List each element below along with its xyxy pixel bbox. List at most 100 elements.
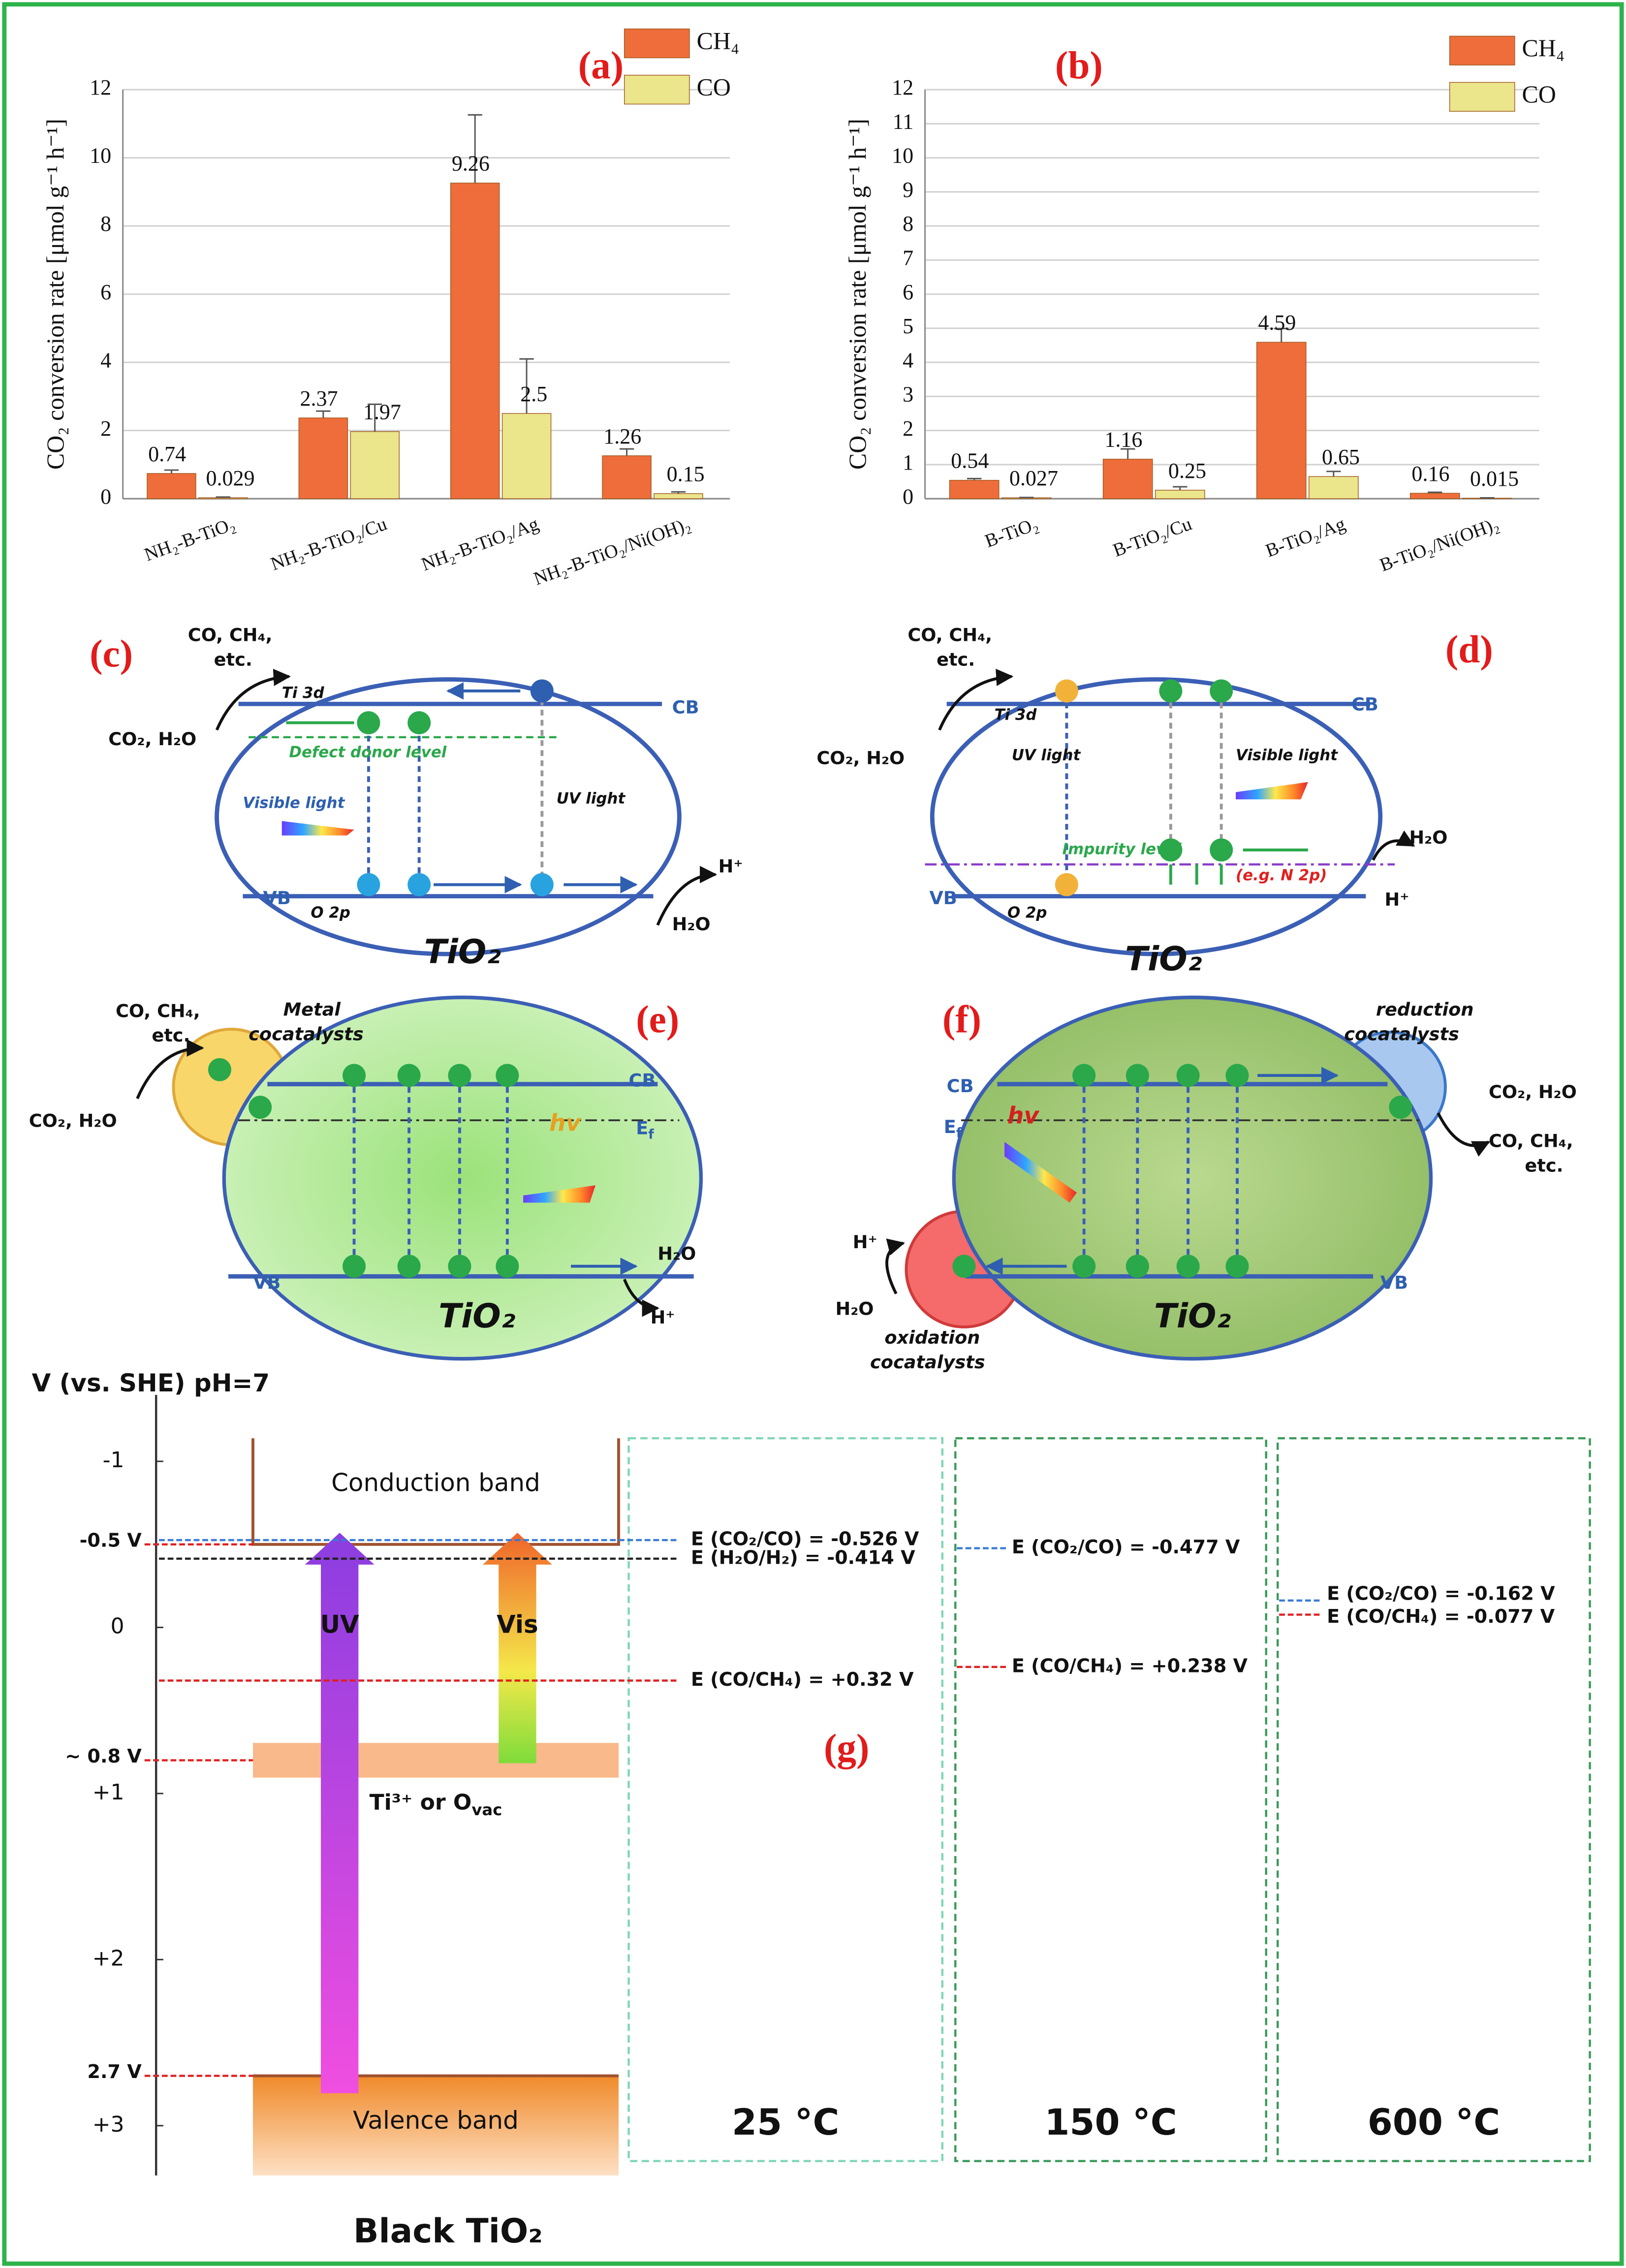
x-tick-label: NH₂-B-TiO₂/Ag [419,513,541,575]
vis-arrow-label: Vis [497,1610,538,1639]
shape [343,1064,366,1087]
label: CO₂, H₂O [108,728,196,750]
shape [352,1087,509,1260]
vis-arrow [482,1533,552,1764]
x-tick-label: NH₂-B-TiO₂/Cu [268,513,389,574]
potential-label: E (CO₂/CO) = -0.526 V [691,1529,919,1550]
shape [1055,679,1078,896]
label: TiO₂ [1125,940,1202,978]
label: TiO₂ [438,1296,516,1335]
label: hv [1007,1102,1039,1130]
y-axis-label: V (vs. SHE) pH=7 [32,1369,270,1397]
shape [397,1255,421,1278]
value-label: 0.015 [1470,467,1519,491]
shape [1159,838,1183,862]
x-tick-label: B-TiO₂/Cu [1110,513,1194,561]
panel-label: (g) [824,1727,869,1770]
legend-label: CO [1522,81,1556,108]
value-label: 0.54 [951,449,989,473]
shape [1082,1087,1239,1260]
label: TiO₂ [424,932,501,971]
value-label: 4.59 [1258,311,1296,335]
bar [450,183,500,499]
y-tick-label: 6 [903,280,913,304]
shape [357,711,431,734]
y-tick-label: 5 [903,314,913,338]
legend-label: CO [697,74,731,101]
band-label-sub: vac [471,1800,502,1819]
y-tick-label: 10 [90,144,111,168]
panel-label: (b) [1055,44,1103,87]
shape [1437,1112,1491,1157]
uv-arrow [305,1533,375,2093]
shape [1176,1255,1200,1278]
shape [1225,1255,1249,1278]
label: O 2p [1007,904,1047,922]
shape: Ef [636,1117,654,1142]
value-label: 0.029 [206,466,254,490]
shape [1225,1064,1249,1087]
label: CB [1351,694,1378,715]
bar [654,493,703,499]
x-tick-label: B-TiO₂/Ni(OH)₂ [1377,513,1501,575]
y-tick-label: -1 [103,1448,125,1473]
label: CO₂, H₂O [29,1110,117,1132]
shape [215,677,682,956]
material-label: Black TiO₂ [353,2211,543,2250]
value-label: 0.25 [1168,459,1206,483]
bar [350,431,400,499]
label: f [648,1127,654,1142]
shape [1072,1064,1096,1087]
value-label: 2.37 [300,386,338,410]
shape [496,1064,519,1087]
shape [448,1255,471,1278]
legend-swatch [1449,82,1515,112]
label: H⁺ [1385,889,1409,910]
label: hv [549,1109,581,1136]
label: Ti 3d [995,706,1037,724]
x-tick-label: NH₂-B-TiO₂ [142,513,238,565]
temperature-panel [954,1437,1267,2162]
y-tick-label: 3 [903,382,913,407]
label: VB [1380,1272,1408,1293]
label: H⁺ [719,856,743,877]
label: TiO₂ [1154,1296,1231,1335]
label: (d) [1445,628,1493,671]
bar [1409,493,1460,499]
shape [930,677,1383,956]
y-tick-label: +1 [93,1780,125,1805]
label: oxidation [884,1327,980,1348]
bar [147,473,196,499]
label: Visible light [243,794,345,812]
legend-swatch [624,74,690,105]
label: (e.g. N 2p) [1236,866,1327,884]
bar [198,497,248,499]
y-tick-label: +3 [93,2112,125,2137]
y-tick-label: 12 [892,75,913,99]
label: Metal [283,999,341,1020]
bar [298,417,348,499]
label: CO, CH₄, [116,1000,200,1021]
bar [1102,459,1153,499]
value-label: 1.16 [1104,428,1142,452]
shape [1055,679,1078,703]
label: reduction [1376,999,1474,1020]
shape [357,711,380,734]
shape [208,1058,231,1081]
label: UV light [1012,747,1081,764]
y-axis-label: CO₂ conversion rate [μmol g⁻¹ h⁻¹] [42,119,69,470]
label: CO, CH₄, [1489,1131,1573,1152]
shape [136,1039,204,1100]
shape [1169,864,1223,885]
shape [397,1064,421,1087]
shape [885,1238,905,1294]
label: H⁺ [853,1231,877,1253]
band-diagram: V (vs. SHE) pH=7 -1 0 +1 +2 +3 Conduction band… [32,1369,1591,2250]
value-label: 1.97 [363,400,401,424]
panel-c: (c) CO, CH₄, etc. CO₂, H₂O Ti 3d Defect … [90,625,743,971]
shape [343,1255,366,1278]
potential-label: E (CO/CH₄) = +0.32 V [691,1669,914,1691]
